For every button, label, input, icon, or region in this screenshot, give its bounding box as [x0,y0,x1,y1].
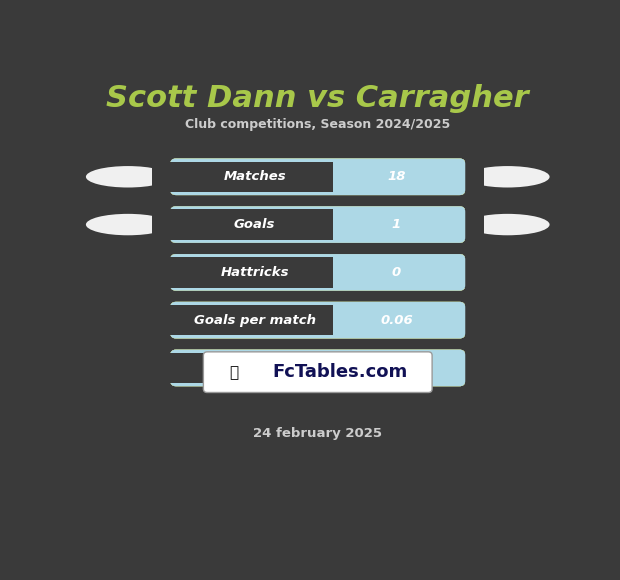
Bar [334,162,484,192]
Text: 0.06: 0.06 [380,314,413,327]
FancyBboxPatch shape [170,158,465,195]
FancyBboxPatch shape [170,158,465,195]
Bar [334,305,484,335]
FancyBboxPatch shape [170,302,465,339]
FancyBboxPatch shape [170,254,465,291]
Bar [152,305,334,335]
Bar [152,209,334,240]
FancyBboxPatch shape [203,352,432,393]
FancyBboxPatch shape [170,350,465,386]
Bar [152,257,334,288]
FancyBboxPatch shape [170,302,465,339]
FancyBboxPatch shape [170,350,465,386]
Text: 18: 18 [387,171,405,183]
FancyBboxPatch shape [170,254,465,291]
Text: 0: 0 [392,266,401,279]
Bar [152,353,334,383]
Ellipse shape [466,166,549,187]
FancyBboxPatch shape [170,350,465,386]
Bar [334,209,484,240]
Text: 📊: 📊 [229,365,238,380]
Bar [334,257,484,288]
Text: Scott Dann vs Carragher: Scott Dann vs Carragher [107,84,529,113]
Bar [152,305,334,335]
Bar [152,257,334,288]
FancyBboxPatch shape [170,158,465,195]
FancyBboxPatch shape [170,350,465,386]
FancyBboxPatch shape [170,254,465,291]
Bar [152,162,334,192]
FancyBboxPatch shape [170,206,465,243]
Text: Goals per match: Goals per match [193,314,316,327]
FancyBboxPatch shape [170,158,465,195]
Ellipse shape [86,214,170,235]
Text: Club competitions, Season 2024/2025: Club competitions, Season 2024/2025 [185,118,450,131]
Text: Matches: Matches [223,171,286,183]
Text: 24 february 2025: 24 february 2025 [253,427,383,440]
Bar [334,209,484,240]
Ellipse shape [86,166,170,187]
Bar [152,209,334,240]
FancyBboxPatch shape [170,302,465,339]
Bar [334,353,484,383]
FancyBboxPatch shape [170,158,465,195]
FancyBboxPatch shape [170,206,465,243]
Bar [334,257,484,288]
FancyBboxPatch shape [170,254,465,291]
FancyBboxPatch shape [170,254,465,291]
FancyBboxPatch shape [170,206,465,243]
FancyBboxPatch shape [170,302,465,339]
Bar [334,162,484,192]
Bar [152,162,334,192]
Text: Hattricks: Hattricks [221,266,289,279]
Text: Goals: Goals [234,218,275,231]
Bar [334,353,484,383]
Bar [152,353,334,383]
Ellipse shape [466,214,549,235]
Text: FcTables.com: FcTables.com [272,363,407,381]
FancyBboxPatch shape [170,302,465,339]
Text: Min per goal: Min per goal [208,361,301,375]
Text: 2150: 2150 [378,361,415,375]
FancyBboxPatch shape [170,206,465,243]
Text: 1: 1 [392,218,401,231]
Bar [334,305,484,335]
FancyBboxPatch shape [170,206,465,243]
FancyBboxPatch shape [170,350,465,386]
